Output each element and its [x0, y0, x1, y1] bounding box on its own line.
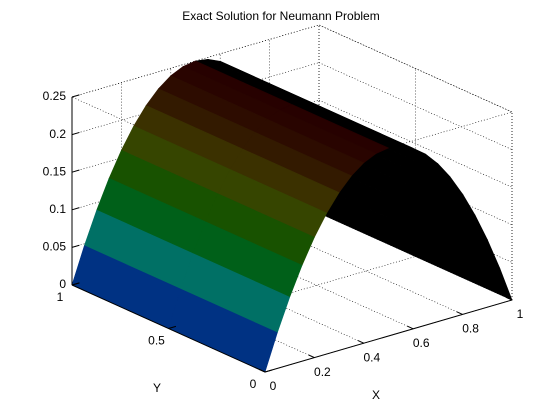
x-tick-label: 0.6	[413, 336, 430, 350]
x-tick-label: 1	[517, 307, 524, 321]
y-tick-label: 0	[250, 377, 257, 391]
z-tick-label: 0.1	[49, 202, 66, 216]
box-edge	[318, 24, 513, 113]
z-tick-label: 0.25	[43, 89, 67, 103]
x-tick-label: 0.2	[314, 365, 331, 379]
z-tick	[71, 282, 80, 286]
x-axis-label: X	[372, 388, 380, 402]
z-tick-label: 0	[59, 277, 66, 291]
chart-title: Exact Solution for Neumann Problem	[182, 9, 379, 23]
grid-line	[220, 241, 414, 330]
x-tick	[357, 340, 365, 344]
grid-line	[318, 62, 513, 150]
z-tick	[71, 207, 80, 211]
z-tick	[71, 94, 80, 98]
z-tick-label: 0.15	[43, 164, 67, 178]
x-tick-label: 0.8	[462, 322, 479, 336]
box-edge	[71, 24, 320, 98]
z-tick-label: 0.2	[49, 127, 66, 141]
x-tick-label: 0	[270, 379, 277, 393]
x-axis	[264, 299, 513, 373]
x-tick-label: 0.4	[363, 350, 380, 364]
grid-line	[71, 99, 320, 173]
x-tick	[407, 325, 414, 330]
x-tick	[506, 296, 513, 301]
z-tick	[71, 169, 80, 173]
grid-line	[269, 227, 463, 315]
z-tick	[71, 131, 80, 136]
x-tick	[259, 368, 266, 373]
grid-line	[71, 62, 320, 135]
x-tick	[456, 311, 463, 315]
z-tick-label: 0.05	[43, 240, 67, 254]
x-tick	[308, 354, 315, 359]
z-tick	[71, 244, 80, 248]
grid-line	[318, 99, 513, 188]
y-tick-label: 0.5	[148, 334, 165, 348]
y-tick-label: 1	[57, 290, 64, 304]
y-tick	[264, 369, 273, 373]
y-axis-label: Y	[153, 381, 161, 395]
y-tick	[168, 325, 177, 329]
